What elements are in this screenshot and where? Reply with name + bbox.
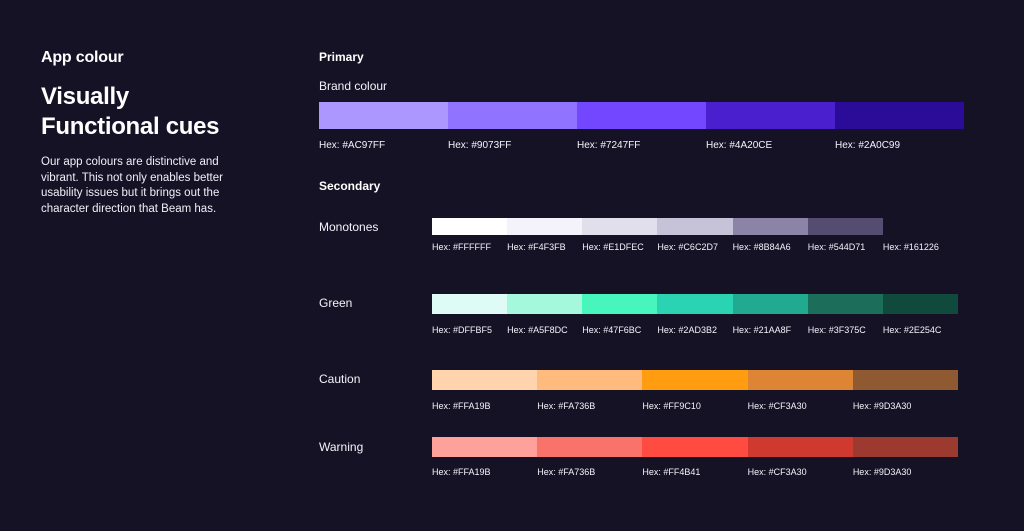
swatch-green-5 xyxy=(732,294,808,314)
hex-label: Hex: #8B84A6 xyxy=(732,242,791,252)
headline-line-1: Visually xyxy=(41,83,129,110)
hex-label: Hex: #C6C2D7 xyxy=(657,242,718,252)
hex-label: Hex: #CF3A30 xyxy=(747,467,807,477)
hex-label: Hex: #2A0C99 xyxy=(835,140,901,151)
swatch-green-1 xyxy=(432,294,508,314)
hex-labels-brand: Hex: #AC97FF Hex: #9073FF Hex: #7247FF H… xyxy=(319,140,964,151)
swatch-warning-3 xyxy=(642,437,748,457)
swatch-warning-1 xyxy=(432,437,538,457)
headline-line-2: Functional cues xyxy=(41,113,220,140)
swatch-caution-5 xyxy=(852,370,959,390)
headline: Visually Functional cues xyxy=(41,82,271,142)
swatch-warning-5 xyxy=(852,437,959,457)
palette-bar-warning xyxy=(432,437,959,457)
swatch-monotone-1 xyxy=(432,218,508,235)
hex-label: Hex: #161226 xyxy=(882,242,939,252)
swatch-green-4 xyxy=(657,294,733,314)
row-label-green: Green xyxy=(319,296,353,310)
swatch-monotone-7 xyxy=(882,218,958,235)
swatch-green-7 xyxy=(882,294,958,314)
swatch-monotone-3 xyxy=(582,218,658,235)
hex-labels-green: Hex: #DFFBF5 Hex: #A5F8DC Hex: #47F6BC H… xyxy=(432,325,958,335)
swatch-caution-2 xyxy=(537,370,643,390)
section-title-secondary: Secondary xyxy=(319,179,381,193)
hex-label: Hex: #AC97FF xyxy=(319,140,386,151)
swatch-caution-3 xyxy=(642,370,748,390)
hex-labels-monotones: Hex: #FFFFFF Hex: #F4F3FB Hex: #E1DFEC H… xyxy=(432,242,958,252)
hex-label: Hex: #9D3A30 xyxy=(852,467,912,477)
intro-description: Our app colours are distinctive and vibr… xyxy=(41,156,223,215)
hex-label: Hex: #7247FF xyxy=(577,140,641,151)
hex-label: Hex: #2E254C xyxy=(882,325,942,335)
row-label-monotones: Monotones xyxy=(319,220,379,234)
hex-label: Hex: #9073FF xyxy=(448,140,512,151)
row-label-caution: Caution xyxy=(319,372,361,386)
swatch-monotone-6 xyxy=(807,218,883,235)
hex-label: Hex: #544D71 xyxy=(807,242,866,252)
hex-label: Hex: #FFFFFF xyxy=(432,242,491,252)
swatch-caution-4 xyxy=(747,370,853,390)
hex-label: Hex: #9D3A30 xyxy=(852,401,912,411)
hex-label: Hex: #DFFBF5 xyxy=(432,325,493,335)
swatch-brand-4 xyxy=(706,102,835,129)
row-label-warning: Warning xyxy=(319,440,364,454)
hex-label: Hex: #3F375C xyxy=(807,325,866,335)
swatch-green-6 xyxy=(807,294,883,314)
swatch-caution-1 xyxy=(432,370,538,390)
hex-label: Hex: #4A20CE xyxy=(706,140,773,151)
hex-label: Hex: #F4F3FB xyxy=(507,242,566,252)
hex-label: Hex: #FA736B xyxy=(537,467,596,477)
hex-label: Hex: #CF3A30 xyxy=(747,401,807,411)
swatch-warning-4 xyxy=(747,437,853,457)
swatch-monotone-4 xyxy=(657,218,733,235)
hex-label: Hex: #FF4B41 xyxy=(642,467,701,477)
hex-label: Hex: #FF9C10 xyxy=(642,401,701,411)
section-title-primary: Primary xyxy=(319,50,364,64)
eyebrow-title: App colour xyxy=(41,49,124,66)
palette-bar-green xyxy=(432,294,958,314)
hex-labels-caution: Hex: #FFA19B Hex: #FA736B Hex: #FF9C10 H… xyxy=(432,401,958,411)
hex-label: Hex: #2AD3B2 xyxy=(657,325,717,335)
hex-label: Hex: #A5F8DC xyxy=(507,325,568,335)
palette-bar-monotones xyxy=(432,218,958,235)
hex-label: Hex: #FFA19B xyxy=(432,467,491,477)
palette-bar-brand xyxy=(319,102,964,129)
hex-label: Hex: #FFA19B xyxy=(432,401,491,411)
hex-label: Hex: #21AA8F xyxy=(732,325,792,335)
swatch-monotone-5 xyxy=(732,218,808,235)
swatch-green-3 xyxy=(582,294,658,314)
swatch-brand-1 xyxy=(319,102,448,129)
row-label-brand: Brand colour xyxy=(319,79,388,93)
swatch-brand-3 xyxy=(577,102,706,129)
hex-label: Hex: #47F6BC xyxy=(582,325,642,335)
hex-label: Hex: #E1DFEC xyxy=(582,242,644,252)
hex-labels-warning: Hex: #FFA19B Hex: #FA736B Hex: #FF4B41 H… xyxy=(432,467,958,477)
swatch-warning-2 xyxy=(537,437,643,457)
intro-panel: App colour Visually Functional cues Our … xyxy=(41,48,271,217)
swatch-green-2 xyxy=(507,294,583,314)
hex-label: Hex: #FA736B xyxy=(537,401,596,411)
swatch-brand-2 xyxy=(448,102,577,129)
swatch-monotone-2 xyxy=(507,218,583,235)
palette-bar-caution xyxy=(432,370,959,390)
swatch-brand-5 xyxy=(835,102,964,129)
